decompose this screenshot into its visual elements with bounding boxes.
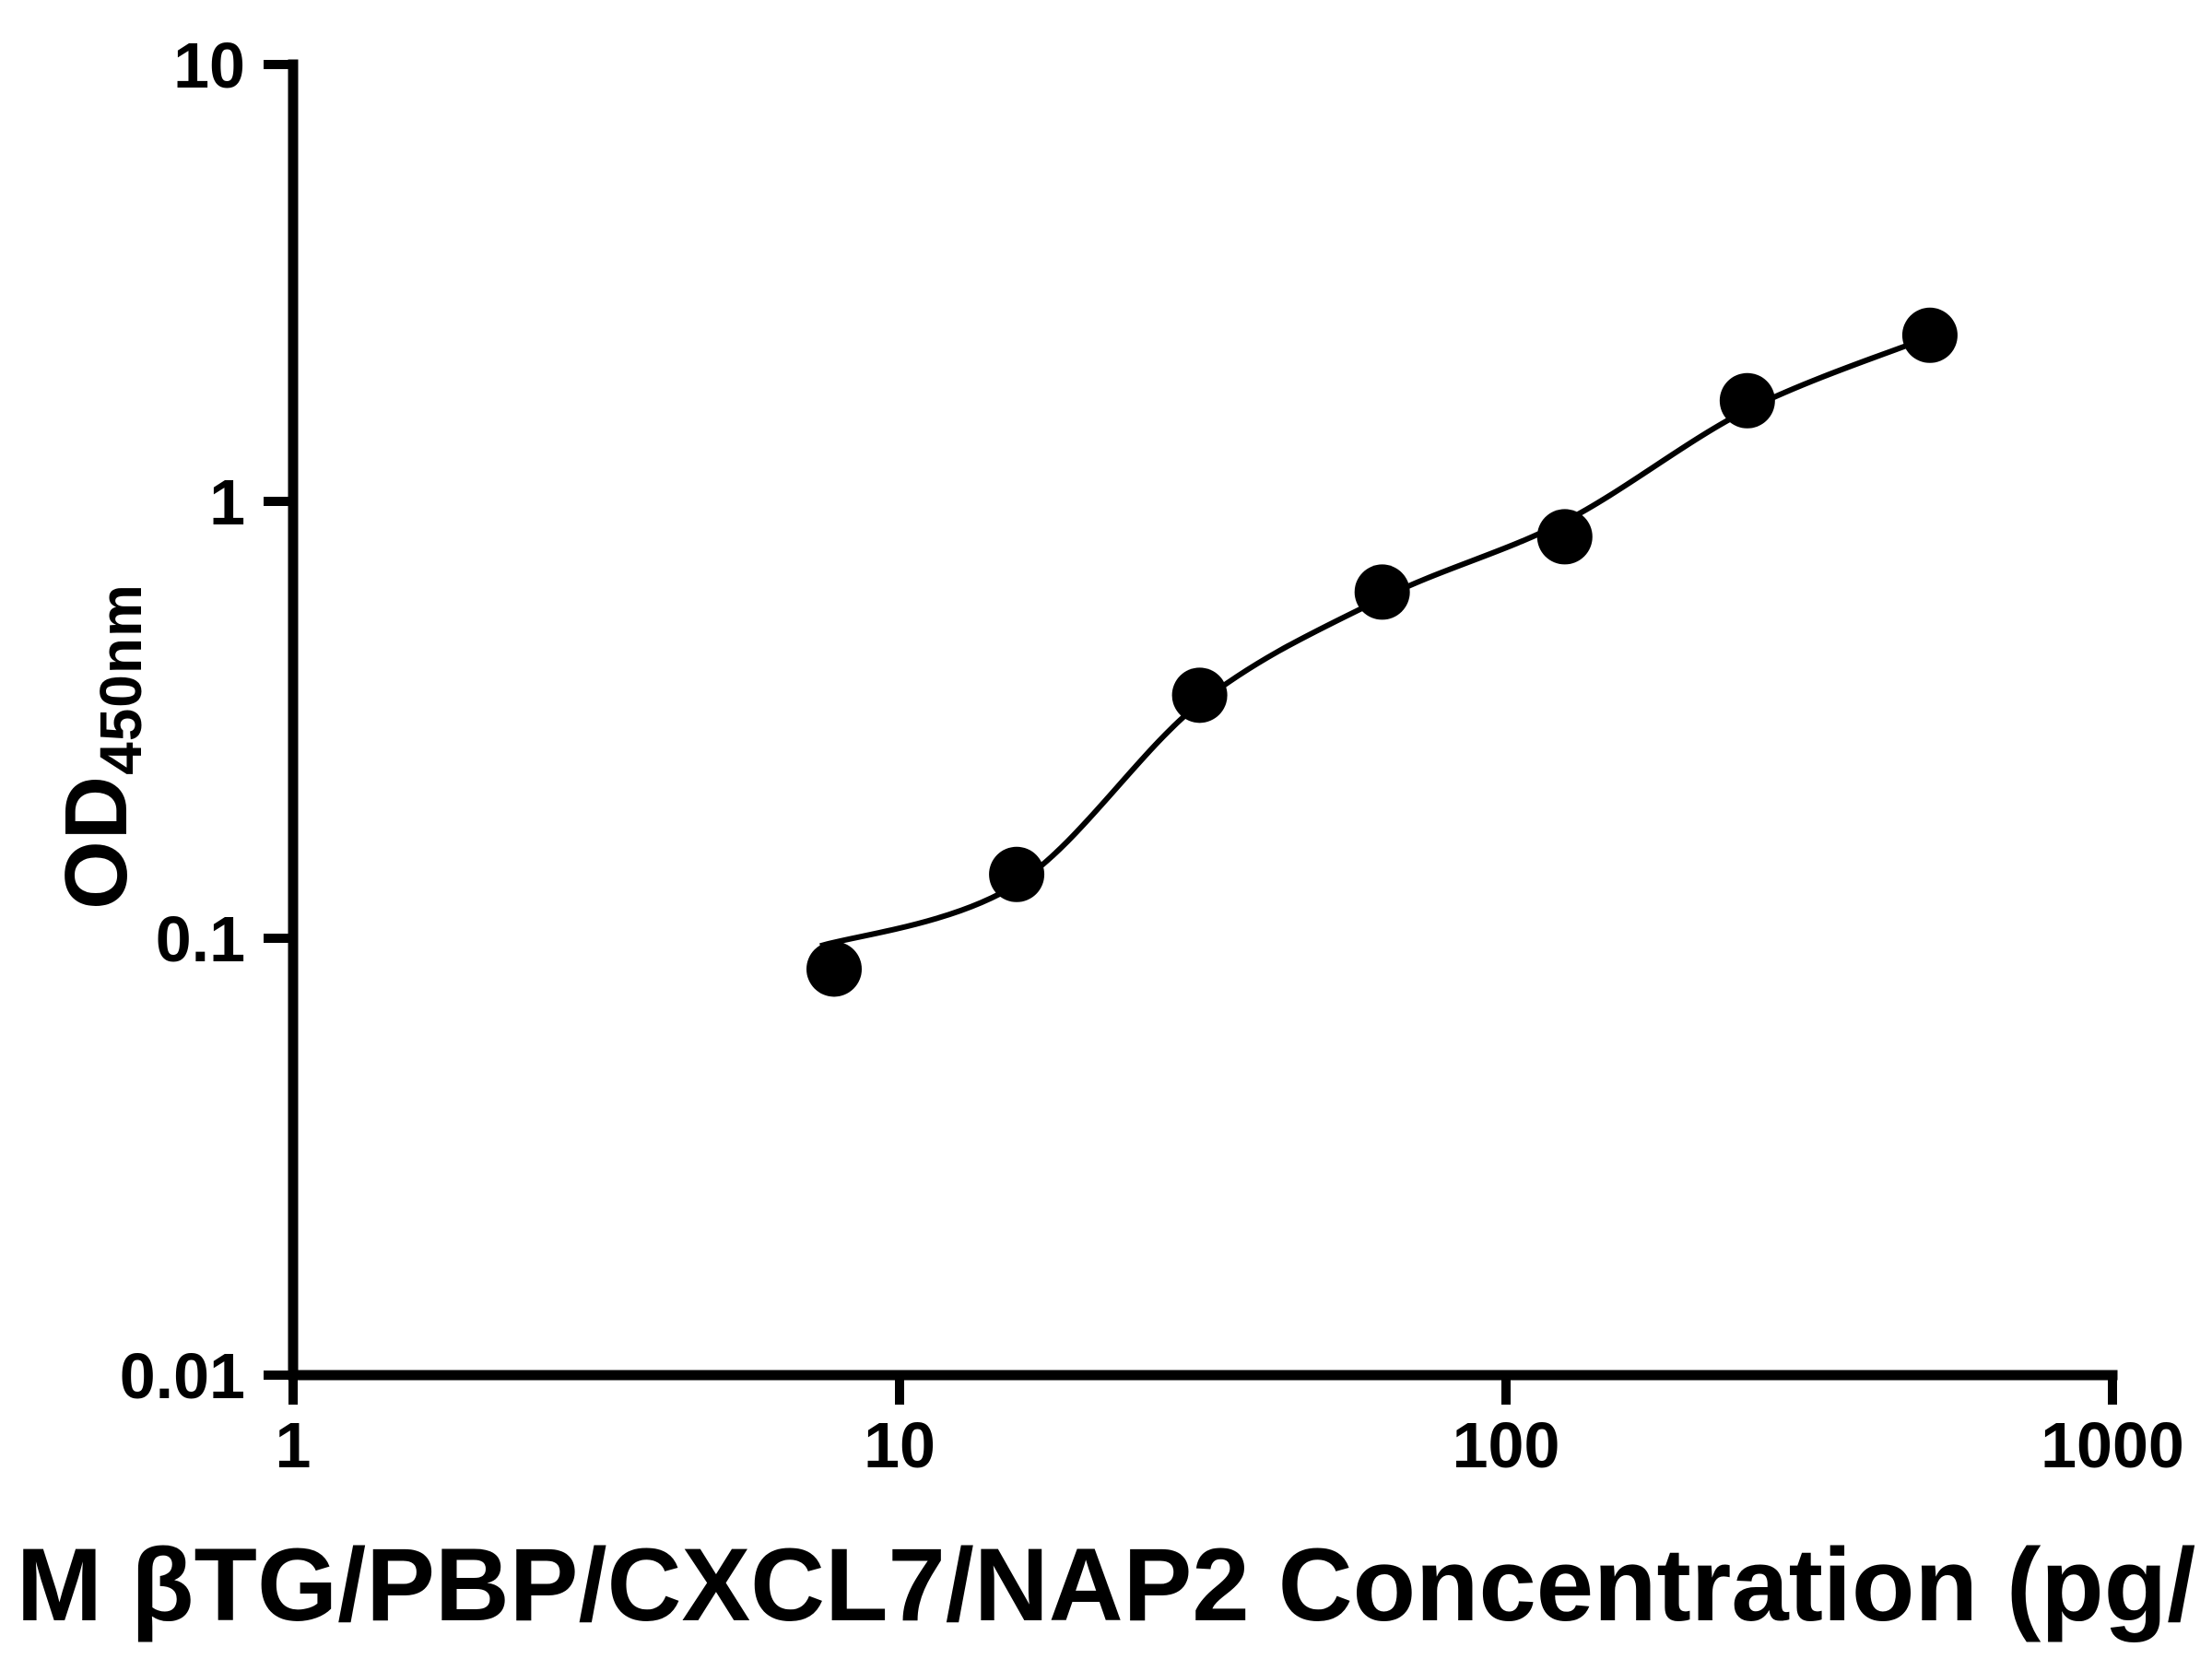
data-point-marker <box>989 846 1045 902</box>
data-point-marker <box>1719 372 1775 429</box>
data-point-marker <box>1536 509 1593 565</box>
x-tick-label: 100 <box>1453 1409 1560 1481</box>
data-point-marker <box>1171 667 1228 724</box>
x-tick-label: 10 <box>864 1409 935 1481</box>
data-point-marker <box>1354 564 1410 620</box>
x-axis-title: M βTG/PBP/CXCL7/NAP2 Concentration (pg/ <box>16 1527 2196 1642</box>
x-tick-label: 1 <box>276 1409 312 1481</box>
data-point-marker <box>1901 307 1958 363</box>
y-tick-label: 1 <box>209 466 245 538</box>
y-axis-title-main: OD <box>47 774 146 910</box>
y-tick-label: 10 <box>173 29 245 101</box>
x-tick-label: 1000 <box>2041 1409 2184 1481</box>
y-tick-label: 0.1 <box>156 903 245 975</box>
y-axis-title-subscript: 450nm <box>88 583 154 775</box>
y-axis-title: OD450nm <box>46 583 154 910</box>
fit-curve <box>819 334 1932 949</box>
data-point-marker <box>806 941 862 997</box>
y-tick-label: 0.01 <box>120 1340 245 1412</box>
